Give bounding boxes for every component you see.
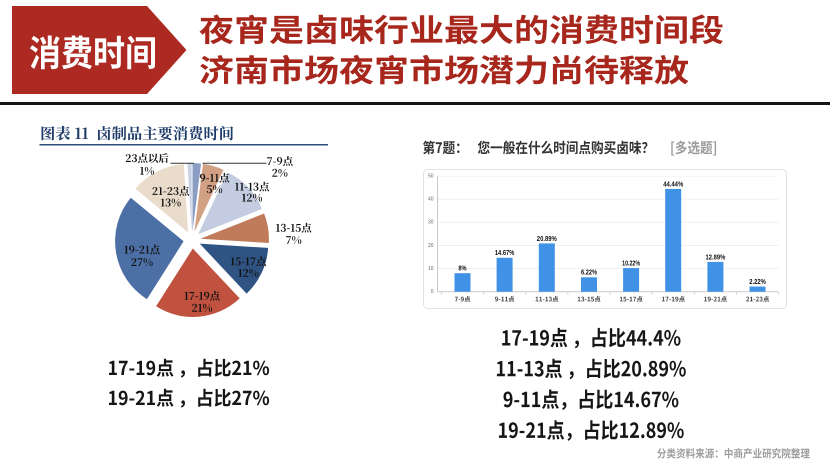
svg-text:44.44%: 44.44%	[663, 181, 684, 188]
svg-text:20: 20	[428, 243, 434, 249]
svg-text:50: 50	[428, 174, 434, 180]
svg-text:30: 30	[428, 220, 434, 226]
svg-text:8%: 8%	[458, 266, 467, 273]
svg-text:14.67%: 14.67%	[495, 250, 515, 257]
svg-text:10.22%: 10.22%	[622, 260, 640, 267]
svg-text:2.22%: 2.22%	[749, 279, 766, 286]
svg-text:6.22%: 6.22%	[581, 270, 598, 277]
svg-text:10: 10	[428, 266, 434, 272]
svg-text:0: 0	[431, 289, 434, 295]
svg-text:20.89%: 20.89%	[537, 236, 558, 243]
svg-text:12.89%: 12.89%	[706, 254, 726, 261]
svg-text:40: 40	[428, 197, 434, 203]
